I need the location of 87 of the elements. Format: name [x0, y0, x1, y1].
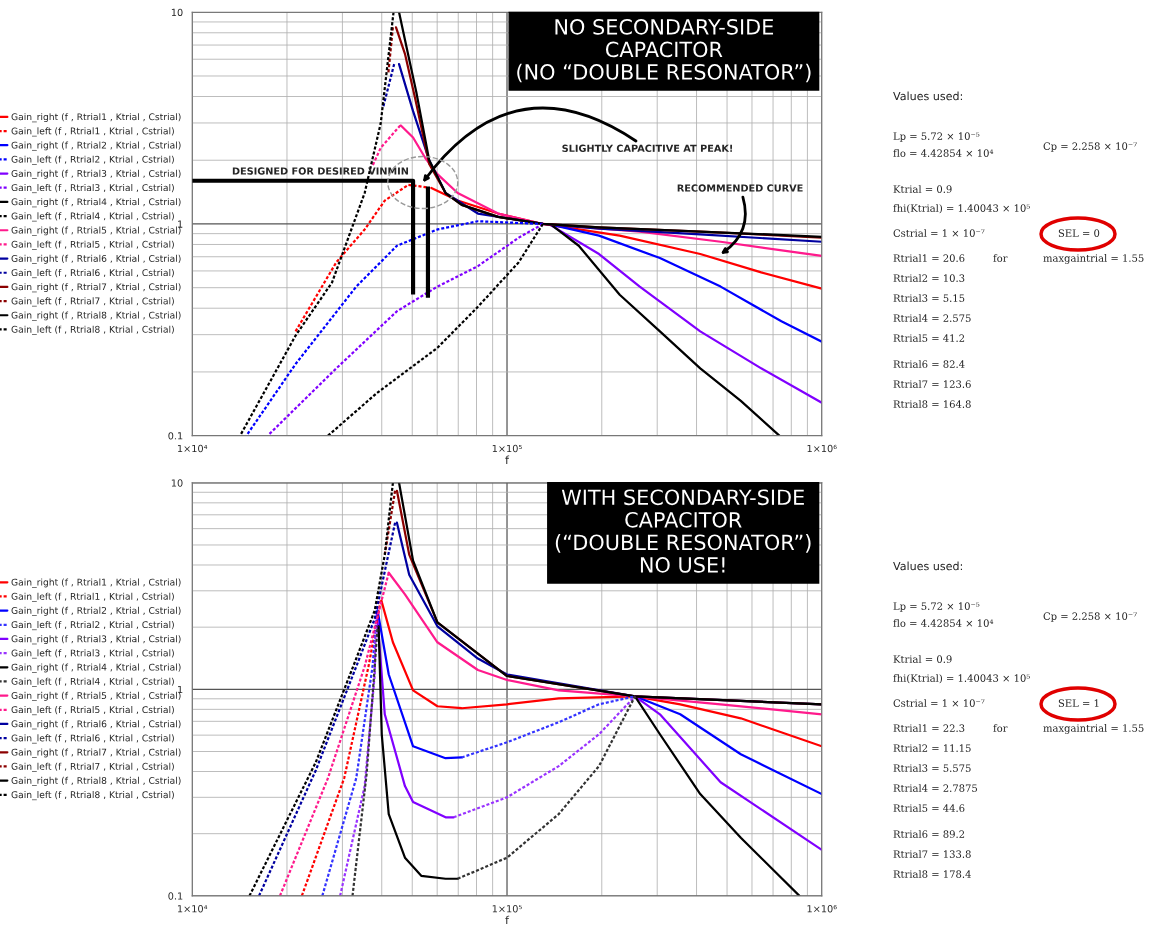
- text: Rtrial5 = 44.6: [893, 804, 965, 812]
- text: Ktrial = 0.9: [893, 655, 952, 663]
- legend-label: Gain_right (f , Rtrial4 , Ktrial , Cstrial): [11, 663, 181, 673]
- legend-label: Gain_right (f , Rtrial2 , Ktrial , Cstrial): [11, 141, 181, 151]
- y-tick-label: 1: [178, 220, 183, 228]
- text: Cp = 2.258 × 10⁻⁷: [1043, 142, 1137, 152]
- text: Cstrial = 1 × 10⁻⁷: [893, 229, 985, 237]
- legend-label: Gain_right (f , Rtrial2 , Ktrial , Cstrial): [11, 606, 181, 616]
- text: maxgaintrial = 1.55: [1043, 254, 1144, 264]
- text: Values used:: [893, 91, 962, 101]
- y-tick-label: 0.1: [168, 432, 183, 440]
- text: Rtrial5 = 41.2: [893, 334, 965, 342]
- legend-label: Gain_left (f , Rtrial1 , Ktrial , Cstrial): [11, 592, 174, 602]
- legend-label: Gain_left (f , Rtrial3 , Ktrial , Cstrial): [11, 649, 174, 659]
- x-tick-label: 1×10⁴: [177, 444, 208, 453]
- legend-label: Gain_right (f , Rtrial1 , Ktrial , Cstrial): [11, 113, 181, 123]
- y-tick-label: 0.1: [168, 892, 183, 900]
- text: for: [993, 254, 1008, 262]
- text: flo = 4.42854 × 10⁴: [893, 149, 994, 157]
- legend-label: Gain_right (f , Rtrial5 , Ktrial , Cstrial): [11, 226, 181, 236]
- text: Rtrial8 = 178.4: [893, 870, 971, 878]
- legend-label: Gain_left (f , Rtrial2 , Ktrial , Cstrial): [11, 155, 174, 165]
- text: fhi(Ktrial) = 1.40043 × 10⁵: [893, 674, 1030, 684]
- text: Rtrial2 = 11.15: [893, 744, 971, 752]
- legend-label: Gain_right (f , Rtrial7 , Ktrial , Cstrial): [11, 748, 181, 758]
- legend-label: Gain_left (f , Rtrial7 , Ktrial , Cstrial): [11, 297, 174, 307]
- legend-label: Gain_left (f , Rtrial5 , Ktrial , Cstrial): [11, 240, 174, 250]
- text: fhi(Ktrial) = 1.40043 × 10⁵: [893, 204, 1030, 214]
- annotation: RECOMMENDED CURVE: [677, 184, 803, 192]
- text: Rtrial6 = 82.4: [893, 360, 965, 368]
- text: flo = 4.42854 × 10⁴: [893, 619, 994, 627]
- text: for: [993, 724, 1008, 732]
- legend-label: Gain_left (f , Rtrial4 , Ktrial , Cstrial): [11, 677, 174, 687]
- x-tick-label: 1×10⁴: [177, 905, 208, 913]
- y-tick-label: 1: [178, 685, 183, 694]
- text: Rtrial4 = 2.575: [893, 314, 971, 322]
- text: Cp = 2.258 × 10⁻⁷: [1043, 612, 1137, 622]
- text: maxgaintrial = 1.55: [1043, 724, 1144, 734]
- x-tick-label: 1×10⁶: [807, 905, 837, 913]
- text: SEL = 1: [1058, 699, 1099, 707]
- legend-label: Gain_left (f , Rtrial7 , Ktrial , Cstrial): [11, 762, 174, 772]
- y-tick-label: 10: [171, 8, 183, 17]
- legend-label: Gain_right (f , Rtrial3 , Ktrial , Cstrial): [11, 635, 181, 645]
- annotation: SLIGHTLY CAPACITIVE AT PEAK!: [562, 144, 732, 152]
- legend-label: Gain_left (f , Rtrial8 , Ktrial , Cstrial): [11, 791, 174, 801]
- x-tick-label: 1×10⁶: [807, 444, 837, 453]
- text: Rtrial3 = 5.575: [893, 764, 971, 772]
- legend-label: Gain_left (f , Rtrial1 , Ktrial , Cstrial): [11, 127, 174, 137]
- legend-label: Gain_right (f , Rtrial8 , Ktrial , Cstrial): [11, 776, 181, 786]
- text: Values used:: [893, 561, 962, 571]
- annotation: DESIGNED FOR DESIRED VINMIN: [232, 167, 409, 175]
- legend-label: Gain_left (f , Rtrial6 , Ktrial , Cstrial): [11, 734, 174, 744]
- text: Ktrial = 0.9: [893, 185, 952, 193]
- text: Rtrial7 = 133.8: [893, 850, 971, 858]
- annotation: WITH SECONDARY-SIDE CAPACITOR (“DOUBLE RESONATOR”) NO USE!: [555, 489, 811, 573]
- legend-label: Gain_right (f , Rtrial7 , Ktrial , Cstrial): [11, 283, 181, 293]
- legend-label: Gain_right (f , Rtrial1 , Ktrial , Cstrial): [11, 578, 181, 588]
- legend-label: Gain_left (f , Rtrial4 , Ktrial , Cstrial): [11, 212, 174, 222]
- text: Lp = 5.72 × 10⁻⁵: [893, 132, 980, 142]
- legend-label: Gain_right (f , Rtrial8 , Ktrial , Cstrial): [11, 311, 181, 321]
- legend-label: Gain_right (f , Rtrial6 , Ktrial , Cstrial): [11, 254, 181, 264]
- text: Rtrial6 = 89.2: [893, 830, 965, 838]
- legend-label: Gain_left (f , Rtrial3 , Ktrial , Cstrial): [11, 183, 174, 194]
- legend-label: Gain_left (f , Rtrial6 , Ktrial , Cstrial): [11, 268, 174, 279]
- legend-label: Gain_right (f , Rtrial3 , Ktrial , Cstrial): [11, 169, 181, 179]
- x-tick-label: 1×10⁵: [492, 905, 522, 913]
- legend-label: Gain_left (f , Rtrial8 , Ktrial , Cstrial): [11, 325, 174, 335]
- legend-label: Gain_left (f , Rtrial2 , Ktrial , Cstrial): [11, 621, 174, 631]
- annotation: NO SECONDARY-SIDE CAPACITOR (NO “DOUBLE RESONATOR”): [517, 18, 811, 83]
- text: Rtrial2 = 10.3: [893, 274, 965, 282]
- text: Rtrial1 = 22.3: [893, 724, 965, 732]
- text: Rtrial7 = 123.6: [893, 380, 971, 388]
- text: Rtrial1 = 20.6: [893, 254, 965, 262]
- text: Lp = 5.72 × 10⁻⁵: [893, 602, 980, 612]
- y-tick-label: 10: [171, 479, 183, 487]
- x-axis-title: f: [505, 915, 510, 925]
- text: Rtrial3 = 5.15: [893, 294, 965, 302]
- legend-label: Gain_right (f , Rtrial4 , Ktrial , Cstrial): [11, 198, 181, 208]
- x-tick-label: 1×10⁵: [492, 444, 522, 453]
- legend-label: Gain_right (f , Rtrial6 , Ktrial , Cstrial): [11, 720, 181, 730]
- legend-label: Gain_left (f , Rtrial5 , Ktrial , Cstrial): [11, 706, 174, 716]
- text: Rtrial8 = 164.8: [893, 400, 971, 408]
- text: Rtrial4 = 2.7875: [893, 784, 977, 792]
- x-axis-title: f: [505, 455, 510, 464]
- legend-label: Gain_right (f , Rtrial5 , Ktrial , Cstrial): [11, 691, 181, 701]
- text: SEL = 0: [1058, 229, 1100, 237]
- text: Cstrial = 1 × 10⁻⁷: [893, 699, 985, 707]
